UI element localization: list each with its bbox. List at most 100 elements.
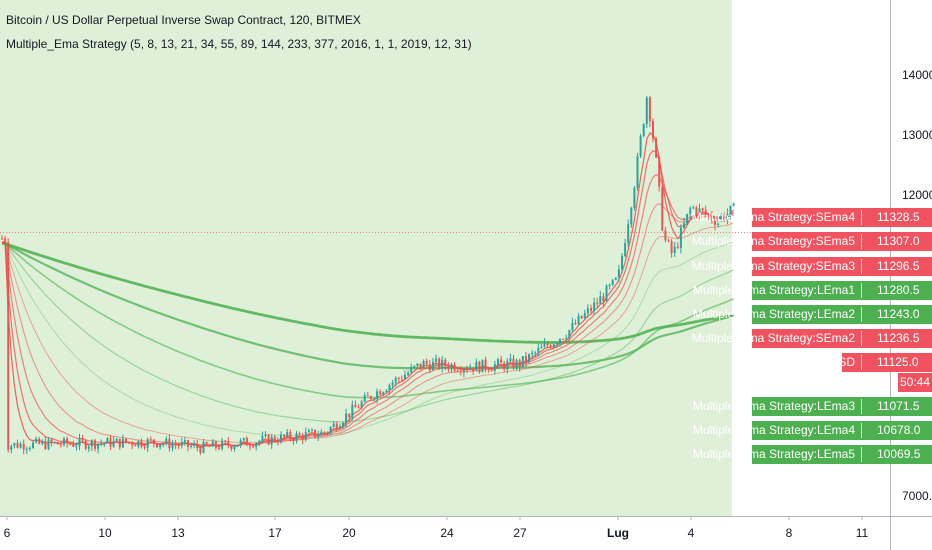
label-separator: [861, 234, 862, 249]
candle-body: [75, 446, 78, 448]
candle-body: [267, 434, 270, 445]
ema-line-34: [1, 222, 734, 444]
candle-body: [562, 338, 565, 340]
candle-body: [710, 215, 713, 221]
candle-body: [481, 359, 484, 373]
candle-body: [599, 296, 602, 304]
candle-body: [667, 239, 670, 242]
series-value: 11280.5: [877, 283, 920, 297]
candle-body: [165, 438, 168, 444]
candle-body: [444, 359, 447, 367]
candle-body: [673, 246, 676, 253]
last-price-label: XBTUSD 11125.0: [806, 353, 932, 372]
candle-body: [140, 440, 143, 447]
candle-body: [422, 360, 425, 368]
ema-value-label: Multiple_Ema Strategy:SEma4 11328.5: [692, 208, 932, 227]
candle-body: [112, 440, 115, 447]
series-name: Multiple_Ema Strategy:SEma4: [691, 210, 855, 224]
ema-value-label: Multiple_Ema Strategy:LEma4 10678.0: [693, 421, 932, 440]
candle-body: [134, 445, 137, 447]
candle-body: [320, 431, 323, 436]
candle-body: [314, 429, 317, 437]
candle-body: [366, 395, 369, 397]
candle-body: [221, 440, 224, 449]
candle-body: [720, 214, 723, 220]
candle-body: [413, 365, 416, 368]
candle-body: [617, 269, 620, 278]
candle-body: [307, 430, 310, 433]
candle-body: [686, 213, 689, 224]
label-separator: [861, 447, 862, 462]
candle-body: [627, 224, 630, 244]
series-value: 10678.0: [877, 423, 921, 437]
candle-body: [605, 285, 608, 301]
candle-body: [593, 302, 596, 311]
ema-value-label: Multiple_Ema Strategy:SEma2 11236.5: [692, 329, 932, 348]
time-tick-label: 8: [785, 526, 793, 540]
candle-body: [103, 443, 106, 445]
candle-body: [137, 440, 140, 447]
session-background: [0, 0, 732, 516]
candle-body: [128, 442, 131, 444]
candle-body: [404, 374, 406, 380]
ema-line-55: [1, 240, 734, 437]
candle-body: [187, 440, 189, 447]
candle-body: [242, 438, 245, 441]
candle-body: [431, 361, 434, 371]
price-tick-label: 12000.0: [902, 188, 932, 203]
candle-body: [583, 313, 586, 319]
candle-body: [552, 344, 555, 348]
candle-body: [249, 445, 251, 447]
candle-body: [342, 422, 344, 427]
ema-line-21: [1, 202, 734, 446]
candle-body: [407, 372, 410, 375]
price-tick-label: 14000.0: [902, 68, 932, 82]
ema-lines: [1, 132, 735, 449]
time-tick-label: 11: [855, 526, 869, 540]
ema-value-label: Multiple_Ema Strategy:LEma5 10069.5: [693, 445, 932, 464]
series-value: 11328.5: [877, 210, 920, 224]
candle-body: [283, 434, 286, 437]
candle-body: [211, 441, 214, 447]
series-name: XBTUSD: [806, 355, 855, 369]
candle-body: [388, 385, 391, 391]
candle-body: [230, 445, 233, 449]
candle-body: [537, 348, 540, 353]
ema-line-89: [2, 242, 734, 423]
candle-body: [577, 315, 580, 325]
candle-body: [218, 447, 220, 449]
candle-body: [469, 367, 472, 370]
candle-body: [723, 214, 726, 220]
candle-body: [177, 445, 180, 447]
candle-body: [574, 322, 577, 325]
series-value: 11236.5: [877, 331, 920, 345]
candle-body: [301, 434, 304, 440]
candle-body: [521, 356, 524, 367]
candle-body: [19, 443, 22, 448]
candle-body: [580, 315, 583, 319]
candle-body: [456, 370, 459, 372]
candle-body: [565, 337, 568, 339]
candle-body: [168, 438, 171, 449]
candle-body: [69, 443, 72, 445]
candle-body: [503, 362, 506, 370]
candle-body: [648, 97, 651, 121]
candle-body: [586, 308, 589, 314]
candle-body: [435, 358, 437, 362]
candle-body: [450, 364, 453, 370]
candle-body: [466, 369, 468, 371]
label-separator: [861, 331, 862, 346]
candle-body: [614, 277, 617, 280]
candle-body: [357, 407, 360, 409]
series-name: Multiple_Ema Strategy:LEma2: [692, 307, 855, 321]
candle-body: [475, 361, 478, 372]
study-legend[interactable]: Multiple_Ema Strategy (5, 8, 13, 21, 34,…: [6, 37, 472, 51]
time-tick-label: 10: [98, 526, 112, 540]
candle-body: [636, 156, 639, 188]
series-name: Multiple_Ema Strategy:SEma3: [691, 259, 855, 273]
candle-body: [252, 446, 255, 448]
candle-body: [258, 440, 261, 443]
candle-body: [447, 366, 450, 370]
series-value: 11243.0: [877, 307, 920, 321]
